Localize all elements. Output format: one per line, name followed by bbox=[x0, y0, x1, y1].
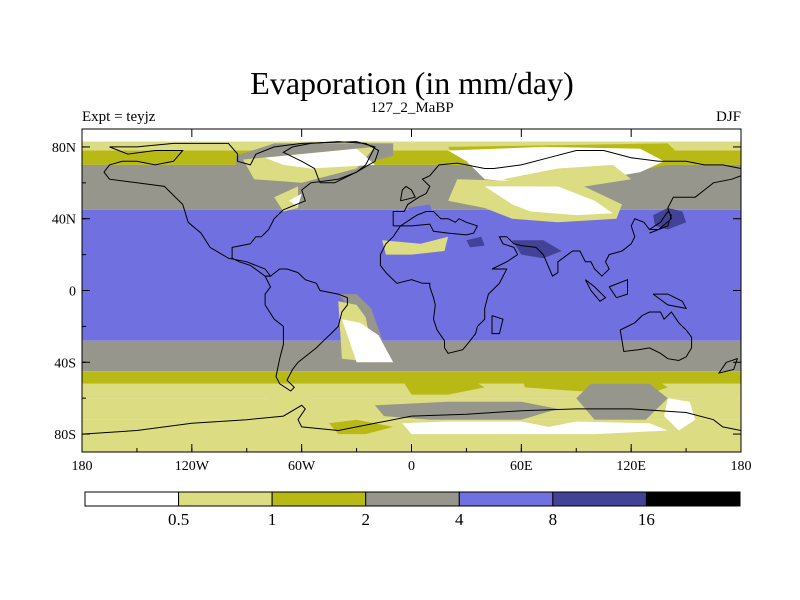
zonal-band-5 bbox=[82, 340, 741, 372]
colorbar-label: 1 bbox=[268, 510, 277, 529]
coastline-1 bbox=[264, 268, 348, 392]
x-tick-label: 120E bbox=[616, 459, 646, 474]
colorbar-label: 0.5 bbox=[168, 510, 189, 529]
coastline-3 bbox=[619, 311, 693, 362]
y-tick-label: 80S bbox=[54, 428, 76, 443]
y-tick-label: 40N bbox=[52, 213, 76, 228]
evaporation-region-14 bbox=[382, 236, 449, 255]
season-label: DJF bbox=[716, 109, 741, 125]
y-tick-label: 40S bbox=[54, 356, 76, 371]
evaporation-region-3 bbox=[274, 186, 298, 212]
evaporation-region-12 bbox=[512, 240, 562, 259]
coastline-5 bbox=[282, 141, 380, 184]
colorbar-label: 4 bbox=[455, 510, 464, 529]
timestamp-label: 127_2_MaBP bbox=[370, 100, 453, 116]
evaporation-region-2 bbox=[265, 148, 375, 169]
evaporation-region-22 bbox=[265, 391, 339, 431]
evaporation-region-23 bbox=[329, 419, 394, 435]
coastline-11 bbox=[491, 315, 504, 335]
x-tick-label: 0 bbox=[408, 459, 415, 474]
evaporation-region-20 bbox=[576, 383, 668, 420]
evaporation-region-25 bbox=[664, 398, 696, 431]
experiment-label: Expt = teyjz bbox=[82, 109, 156, 125]
colorbar-label: 2 bbox=[361, 510, 370, 529]
coastline-9 bbox=[608, 278, 628, 299]
evaporation-region-17 bbox=[341, 319, 394, 363]
colorbar-label: 8 bbox=[549, 510, 558, 529]
colorbar-swatch-3 bbox=[365, 491, 460, 507]
coastline-8 bbox=[584, 279, 607, 302]
axes: 180 120W 60W 0 60E 120E 180 80N 40N 0 40S 80S bbox=[52, 129, 752, 474]
colorbar-swatch-6 bbox=[645, 491, 741, 507]
coastline-10 bbox=[652, 293, 688, 310]
map-plot-area bbox=[82, 129, 741, 452]
evaporation-region-26 bbox=[695, 394, 741, 417]
colorbar-swatch-2 bbox=[271, 491, 367, 507]
colorbar-swatch-1 bbox=[178, 491, 273, 507]
colorbar: 0.5 1 2 4 8 16 bbox=[84, 491, 741, 529]
zonal-band-4 bbox=[82, 209, 741, 341]
coastline-0 bbox=[103, 141, 376, 277]
y-tick-label: 80N bbox=[52, 141, 76, 156]
coastline-6 bbox=[400, 185, 416, 202]
x-tick-label: 120W bbox=[175, 459, 210, 474]
x-tick-label: 60W bbox=[288, 459, 316, 474]
coastline-2 bbox=[379, 150, 741, 354]
evaporation-region-13 bbox=[466, 236, 485, 248]
evaporation-region-4 bbox=[288, 193, 302, 207]
evaporation-region-24 bbox=[402, 421, 668, 435]
chart-title: Evaporation (in mm/day) bbox=[250, 65, 573, 101]
evaporation-region-9 bbox=[503, 164, 632, 187]
x-tick-label: 180 bbox=[731, 459, 752, 474]
colorbar-swatch-5 bbox=[552, 491, 647, 507]
x-tick-label: 60E bbox=[510, 459, 533, 474]
zonal-band-1 bbox=[82, 141, 741, 151]
x-tick-label: 180 bbox=[72, 459, 93, 474]
evaporation-region-18 bbox=[402, 373, 485, 395]
colorbar-swatch-4 bbox=[458, 491, 554, 507]
colorbar-label: 16 bbox=[638, 510, 655, 529]
y-tick-label: 0 bbox=[69, 285, 76, 300]
evaporation-region-11 bbox=[653, 208, 687, 230]
coastline-4 bbox=[82, 404, 741, 452]
colorbar-swatch-0 bbox=[84, 491, 180, 507]
evaporation-region-21 bbox=[374, 401, 558, 420]
coastline-12 bbox=[717, 357, 739, 374]
evaporation-region-8 bbox=[484, 186, 613, 216]
evaporation-region-10 bbox=[407, 204, 434, 219]
coastline-7 bbox=[649, 210, 672, 234]
